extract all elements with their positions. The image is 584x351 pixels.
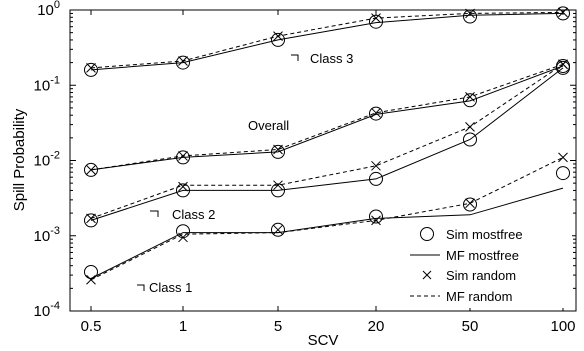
line-mf-random-class-2 — [90, 63, 564, 219]
point-sim-random-class-3 — [178, 56, 188, 66]
line-mf-mostfree-class-1 — [90, 187, 564, 279]
point-sim-random-class-2 — [465, 121, 475, 132]
y-tick-label: 10-2 — [34, 150, 60, 170]
point-sim-random-overall — [465, 92, 475, 102]
x-tick-label: 20 — [368, 318, 385, 335]
line-mf-random-class-1 — [90, 156, 564, 281]
point-sim-mostfree-class-3 — [463, 9, 477, 24]
point-sim-random-overall — [371, 107, 381, 118]
point-sim-random-class-2 — [558, 59, 568, 70]
x-tick-label: 50 — [462, 318, 479, 335]
point-sim-mostfree-class-3 — [369, 14, 383, 29]
point-sim-random-class-1 — [465, 198, 475, 209]
annot-class3-marker — [291, 54, 299, 61]
point-sim-mostfree-overall — [84, 162, 98, 177]
point-sim-mostfree-class-2 — [176, 183, 190, 198]
point-sim-random-class-1 — [558, 152, 568, 163]
point-sim-random-class-1 — [273, 224, 283, 235]
point-sim-mostfree-class-2 — [369, 171, 383, 186]
point-sim-mostfree-class-3 — [176, 55, 190, 70]
point-sim-random-class-2 — [178, 181, 188, 192]
point-sim-mostfree-class-1 — [463, 197, 477, 212]
point-sim-random-class-2 — [371, 160, 381, 171]
legend: Sim mostfree MF mostfree Sim random MF r… — [408, 226, 572, 308]
point-sim-random-class-1 — [371, 215, 381, 226]
x-axis-label: SCV — [308, 332, 339, 349]
point-sim-mostfree-class-1 — [556, 166, 570, 181]
point-sim-mostfree-class-1 — [176, 224, 190, 239]
annot-class1-marker — [137, 284, 145, 291]
point-sim-random-class-3 — [371, 13, 381, 23]
point-sim-mostfree-class-1 — [271, 222, 285, 237]
line-mf-random-class-3 — [90, 11, 564, 69]
point-sim-mostfree-class-1 — [369, 209, 383, 224]
annot-class2-marker — [150, 210, 159, 217]
line-mf-random-overall — [90, 63, 564, 171]
legend-box — [408, 226, 572, 308]
point-sim-mostfree-class-2 — [463, 132, 477, 147]
legend-label-sim-mostfree: Sim mostfree — [446, 227, 523, 242]
point-sim-mostfree-class-3 — [271, 32, 285, 47]
x-tick-label: 100 — [550, 318, 575, 335]
point-sim-mostfree-class-3 — [84, 62, 98, 77]
point-sim-random-class-3 — [558, 7, 568, 18]
legend-label-mf-mostfree: MF mostfree — [446, 248, 519, 263]
y-tick-label: 100 — [37, 0, 60, 19]
point-sim-mostfree-class-2 — [556, 60, 570, 75]
annot-overall-label: Overall — [248, 118, 289, 133]
point-sim-random-class-1 — [86, 274, 96, 285]
line-mf-mostfree-overall — [90, 65, 564, 171]
annot-class3-label: Class 3 — [310, 51, 353, 66]
point-sim-random-class-3 — [273, 31, 283, 41]
point-sim-mostfree-class-3 — [556, 6, 570, 21]
point-sim-random-overall — [86, 165, 96, 175]
point-sim-random-class-3 — [86, 63, 96, 73]
point-sim-mostfree-overall — [176, 150, 190, 165]
annot-class1-label: Class 1 — [149, 280, 192, 295]
series-layer — [84, 6, 570, 285]
point-sim-mostfree-class-2 — [84, 213, 98, 228]
annot-class2-label: Class 2 — [172, 207, 215, 222]
point-sim-mostfree-class-1 — [84, 265, 98, 279]
x-tick-label: 1 — [179, 318, 187, 335]
line-mf-mostfree-class-3 — [90, 12, 564, 71]
point-sim-mostfree-overall — [369, 106, 383, 121]
axis-ticks: 0.5 1 5 20 50 100 10-4 10-3 10-2 10-1 100 — [34, 0, 576, 335]
y-tick-label: 10-1 — [34, 74, 60, 94]
y-tick-label: 10-3 — [34, 225, 60, 245]
legend-label-sim-random: Sim random — [446, 268, 516, 283]
point-sim-random-overall — [178, 151, 188, 161]
legend-symbol-sim-mostfree — [420, 227, 434, 241]
point-sim-mostfree-overall — [463, 93, 477, 108]
x-tick-label: 0.5 — [81, 318, 102, 335]
legend-label-mf-random: MF random — [446, 289, 512, 304]
line-mf-mostfree-class-2 — [90, 67, 564, 221]
point-sim-mostfree-overall — [271, 144, 285, 159]
point-sim-random-class-2 — [273, 180, 283, 191]
y-tick-label: 10-4 — [34, 300, 60, 320]
point-sim-random-class-2 — [86, 213, 96, 224]
x-tick-label: 5 — [274, 318, 282, 335]
legend-symbol-sim-random — [422, 270, 432, 280]
y-axis-label: Spill Probability — [11, 108, 28, 211]
point-sim-mostfree-class-2 — [271, 183, 285, 198]
